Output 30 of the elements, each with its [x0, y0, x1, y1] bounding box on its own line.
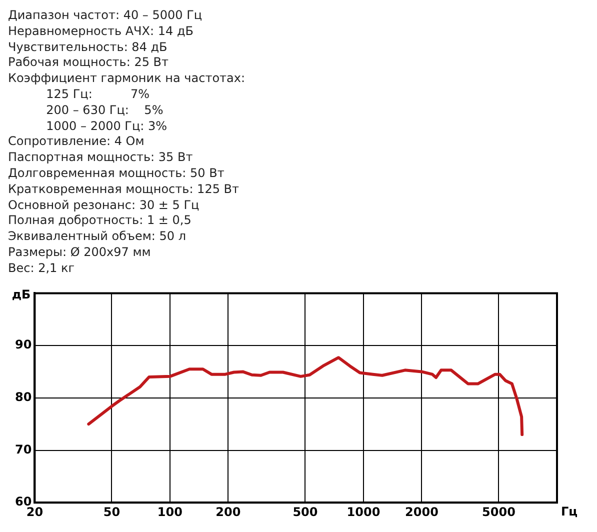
x-tick-label: 5000	[482, 504, 516, 518]
x-axis-title: Гц	[561, 504, 578, 518]
text: Коэффициент гармоник на частотах:	[8, 71, 246, 87]
x-tick-label: 2000	[405, 504, 438, 518]
x-tick-label: 500	[292, 504, 318, 518]
text: Рабочая мощность: 25 Вт	[8, 55, 170, 72]
text: Диапазон частот: 40 – 5000 Гц	[8, 8, 204, 24]
text: Неравномерность АЧХ: 14 дБ	[8, 24, 194, 40]
x-tick-label: 200	[216, 504, 241, 518]
text: 1000 – 2000 Гц: 3%	[45, 118, 168, 134]
y-tick-label: 80	[14, 390, 32, 404]
text: Эквивалентный объем: 50 л	[8, 229, 188, 245]
y-tick-label: 90	[14, 337, 32, 352]
text: Кратковременная мощность: 125 Вт	[8, 182, 240, 198]
text: Чувствительность: 84 дБ	[8, 40, 168, 56]
text: Размеры: Ø 200x97 мм	[8, 244, 152, 261]
text: Сопротивление: 4 Ом	[8, 134, 146, 150]
x-tick-label: 50	[103, 504, 120, 518]
y-tick-label: 70	[14, 442, 32, 456]
x-tick-label: 1000	[346, 504, 380, 518]
text: 125 Гц: 7%	[45, 86, 151, 103]
text: Основной резонанс: 30 ± 5 Гц	[8, 198, 200, 214]
y-tick-label: 60	[14, 494, 32, 508]
text: Вес: 2,1 кг	[8, 260, 76, 277]
y-axis-title: дБ	[12, 286, 31, 301]
x-tick-label: 100	[157, 504, 182, 518]
text: 200 – 630 Гц: 5%	[45, 102, 164, 119]
text: Полная добротность: 1 ± 0,5	[8, 213, 192, 230]
text: Долговременная мощность: 50 Вт	[8, 166, 226, 182]
text: Паспортная мощность: 35 Вт	[8, 150, 194, 166]
